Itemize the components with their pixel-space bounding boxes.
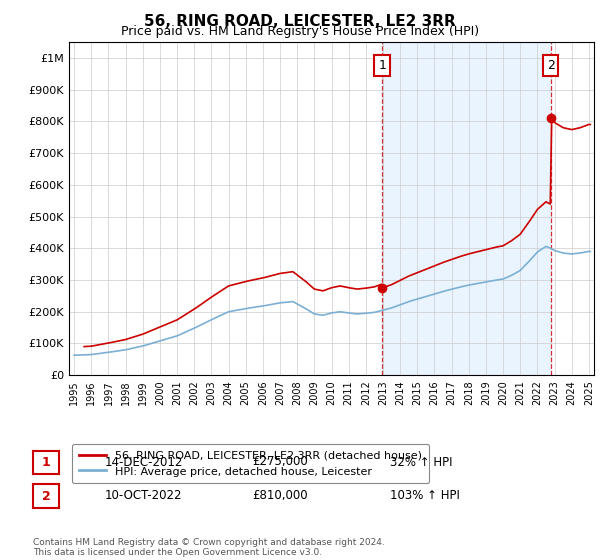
Text: 2: 2 <box>42 489 50 503</box>
Text: 103% ↑ HPI: 103% ↑ HPI <box>390 489 460 502</box>
Bar <box>382 42 551 375</box>
Text: 2: 2 <box>547 59 555 72</box>
Text: 14-DEC-2012: 14-DEC-2012 <box>105 455 184 469</box>
Text: £275,000: £275,000 <box>252 455 308 469</box>
Text: 32% ↑ HPI: 32% ↑ HPI <box>390 455 452 469</box>
Text: Contains HM Land Registry data © Crown copyright and database right 2024.
This d: Contains HM Land Registry data © Crown c… <box>33 538 385 557</box>
Text: 56, RING ROAD, LEICESTER, LE2 3RR: 56, RING ROAD, LEICESTER, LE2 3RR <box>144 14 456 29</box>
Text: Price paid vs. HM Land Registry's House Price Index (HPI): Price paid vs. HM Land Registry's House … <box>121 25 479 38</box>
Text: 10-OCT-2022: 10-OCT-2022 <box>105 489 182 502</box>
Text: £810,000: £810,000 <box>252 489 308 502</box>
Text: 1: 1 <box>42 456 50 469</box>
Legend: 56, RING ROAD, LEICESTER, LE2 3RR (detached house), HPI: Average price, detached: 56, RING ROAD, LEICESTER, LE2 3RR (detac… <box>72 444 429 483</box>
Text: 1: 1 <box>378 59 386 72</box>
